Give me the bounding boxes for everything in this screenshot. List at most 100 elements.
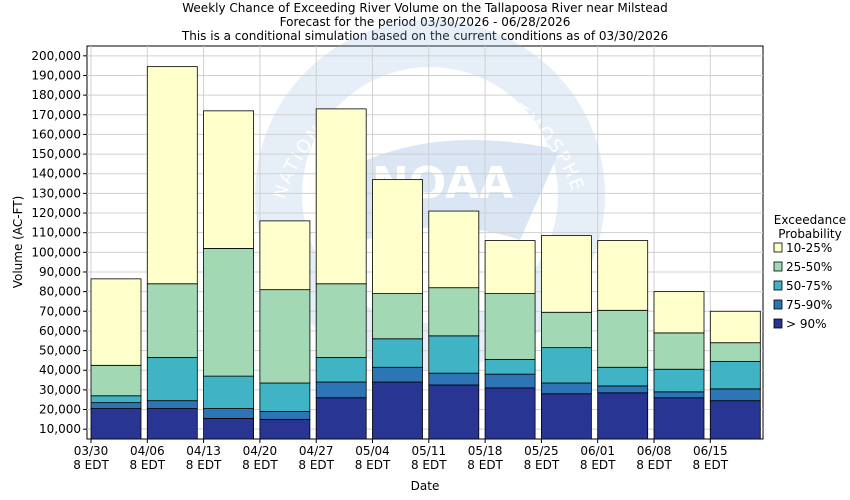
bar-segment	[653, 291, 705, 334]
bar-segment	[653, 397, 705, 440]
legend-swatch	[773, 280, 783, 291]
bar-segment	[315, 283, 367, 358]
y-tick-label: 20,000	[39, 403, 81, 417]
bar-segment	[484, 373, 536, 389]
bar-segment	[597, 309, 649, 368]
y-tick-label: 150,000	[31, 147, 81, 161]
x-tick-label-time: 8 EDT	[242, 458, 278, 472]
bar-segment	[597, 366, 649, 387]
legend-label: 50-75%	[786, 279, 832, 293]
bar-segment	[90, 408, 142, 440]
y-tick-label: 200,000	[31, 49, 81, 63]
y-tick-label: 120,000	[31, 206, 81, 220]
bar-segment	[372, 293, 423, 340]
bar-segment	[653, 391, 705, 399]
bar-segment	[315, 357, 367, 383]
bar-segment	[484, 240, 536, 294]
bar-segment	[653, 332, 705, 370]
bar-segment	[428, 287, 480, 337]
bar-segment	[597, 385, 649, 394]
bar-segment	[90, 402, 142, 409]
x-tick-label-date: 04/13	[186, 444, 221, 458]
x-tick-label-date: 05/11	[412, 444, 447, 458]
bar-segment	[259, 411, 311, 420]
x-tick-label-time: 8 EDT	[692, 458, 728, 472]
bar-segment	[709, 400, 761, 440]
x-tick-label-time: 8 EDT	[355, 458, 391, 472]
bar-segment	[203, 110, 255, 249]
bar-segment	[709, 388, 761, 402]
bar-segment	[315, 108, 367, 285]
bar-segment	[372, 179, 423, 294]
legend-swatch	[773, 318, 783, 329]
bar-segment	[428, 335, 480, 374]
y-tick-label: 10,000	[39, 422, 81, 436]
legend-swatch	[773, 299, 783, 310]
x-tick-label-time: 8 EDT	[411, 458, 447, 472]
x-tick-label-date: 05/04	[355, 444, 390, 458]
bar-segment	[653, 368, 705, 393]
legend-label: 75-90%	[786, 298, 832, 312]
x-tick-label-time: 8 EDT	[524, 458, 560, 472]
legend-swatch	[773, 242, 783, 253]
bar-segment	[709, 342, 761, 362]
bar-segment	[428, 384, 480, 440]
x-tick-label-time: 8 EDT	[580, 458, 616, 472]
legend-title-line-1: Exceedance	[774, 213, 846, 227]
chart-title: Weekly Chance of Exceeding River Volume …	[181, 1, 668, 43]
y-tick-label: 180,000	[31, 88, 81, 102]
bar-segment	[146, 408, 198, 440]
bar-segment	[259, 418, 311, 440]
legend-swatch	[773, 261, 783, 272]
legend-label: > 90%	[786, 317, 827, 331]
x-tick-label-date: 05/18	[468, 444, 503, 458]
bar-segment	[315, 381, 367, 399]
bar-segment	[203, 408, 255, 419]
y-tick-label: 110,000	[31, 226, 81, 240]
bar-segment	[315, 397, 367, 440]
bar-segment	[428, 372, 480, 386]
bar-segment	[428, 210, 480, 289]
y-tick-label: 40,000	[39, 363, 81, 377]
bar-segment	[484, 387, 536, 440]
bar-segment	[259, 289, 311, 384]
bar-segment	[541, 235, 592, 313]
x-tick-label-date: 03/30	[74, 444, 109, 458]
x-tick-label-date: 04/27	[299, 444, 334, 458]
x-tick-label-date: 04/06	[130, 444, 165, 458]
bar-segment	[146, 283, 198, 358]
bar-segment	[372, 381, 423, 440]
bar-segment	[146, 357, 198, 402]
bar-segment	[709, 360, 761, 390]
y-tick-label: 60,000	[39, 324, 81, 338]
bar-segment	[90, 364, 142, 397]
y-tick-label: 100,000	[31, 245, 81, 259]
y-tick-label: 190,000	[31, 68, 81, 82]
bar-segment	[541, 347, 592, 384]
bar-segment	[203, 417, 255, 440]
y-tick-label: 80,000	[39, 285, 81, 299]
y-tick-label: 90,000	[39, 265, 81, 279]
x-tick-label-date: 05/25	[524, 444, 559, 458]
x-tick-label-date: 06/15	[693, 444, 728, 458]
bar-segment	[146, 66, 198, 285]
y-tick-label: 30,000	[39, 383, 81, 397]
bar-segment	[372, 338, 423, 368]
x-tick-label-time: 8 EDT	[73, 458, 109, 472]
bar-segment	[203, 247, 255, 377]
bar-segment	[541, 393, 592, 440]
bar-segment	[90, 395, 142, 404]
bars	[90, 66, 761, 440]
x-tick-label-time: 8 EDT	[636, 458, 672, 472]
y-axis: 10,000 20,000 30,000 40,000 50,000 60,000 70,0…	[31, 49, 87, 436]
legend: Exceedance Probability 10-25% 25-50% 50-75…	[773, 213, 846, 331]
title-line-2: Forecast for the period 03/30/2026 - 06/…	[280, 15, 571, 29]
bar-segment	[484, 359, 536, 375]
x-tick-label-date: 04/20	[243, 444, 278, 458]
bar-segment	[372, 366, 423, 383]
y-tick-label: 130,000	[31, 186, 81, 200]
bar-segment	[541, 311, 592, 349]
y-axis-label: Volume (AC-FT)	[11, 196, 25, 289]
